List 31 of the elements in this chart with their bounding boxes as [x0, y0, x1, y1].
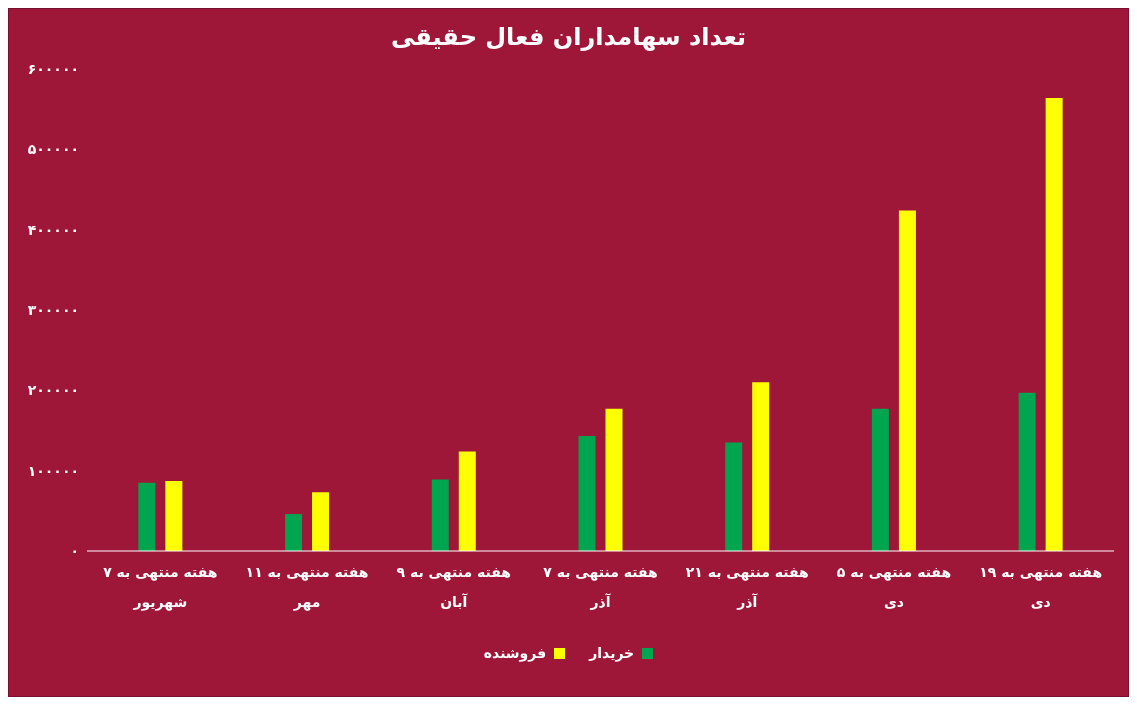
x-tick-label: هفته منتهی به ۲۱ آذر — [685, 564, 809, 610]
bar — [165, 481, 183, 551]
bar — [605, 408, 623, 551]
bar — [1045, 97, 1063, 551]
bar — [752, 382, 770, 551]
y-tick-label: ۶۰۰۰۰۰ — [27, 60, 79, 77]
bar — [458, 451, 476, 551]
bar — [138, 482, 156, 551]
chart-title: تعداد سهامداران فعال حقیقی — [390, 22, 747, 51]
x-tick-label: هفته منتهی به ۹ آبان — [396, 564, 511, 610]
x-tick-label: هفته منتهی به ۱۱ مهر — [245, 564, 369, 611]
y-tick-label: ۰ — [70, 542, 79, 559]
bar — [871, 408, 889, 551]
y-tick-label: ۱۰۰۰۰۰ — [27, 462, 79, 479]
bar — [578, 436, 596, 551]
bar — [725, 442, 743, 551]
bar — [898, 210, 916, 551]
bar — [285, 514, 303, 551]
bar — [431, 479, 449, 551]
x-tick-label: هفته منتهی به ۷ آذر — [543, 564, 658, 610]
x-tick-label: هفته منتهی به ۷ شهریور — [103, 564, 218, 611]
x-tick-label: هفته منتهی به ۵ دی — [836, 564, 952, 610]
y-tick-label: ۳۰۰۰۰۰ — [27, 301, 79, 318]
y-tick-label: ۲۰۰۰۰۰ — [27, 382, 79, 399]
y-tick-label: ۴۰۰۰۰۰ — [27, 221, 79, 238]
legend-label: فروشنده — [483, 645, 547, 661]
y-tick-label: ۵۰۰۰۰۰ — [27, 141, 79, 158]
bar — [1018, 392, 1036, 551]
legend-label: خریدار — [589, 645, 635, 661]
bar — [312, 492, 330, 551]
x-tick-label: هفته منتهی به ۱۹ دی — [979, 564, 1103, 610]
